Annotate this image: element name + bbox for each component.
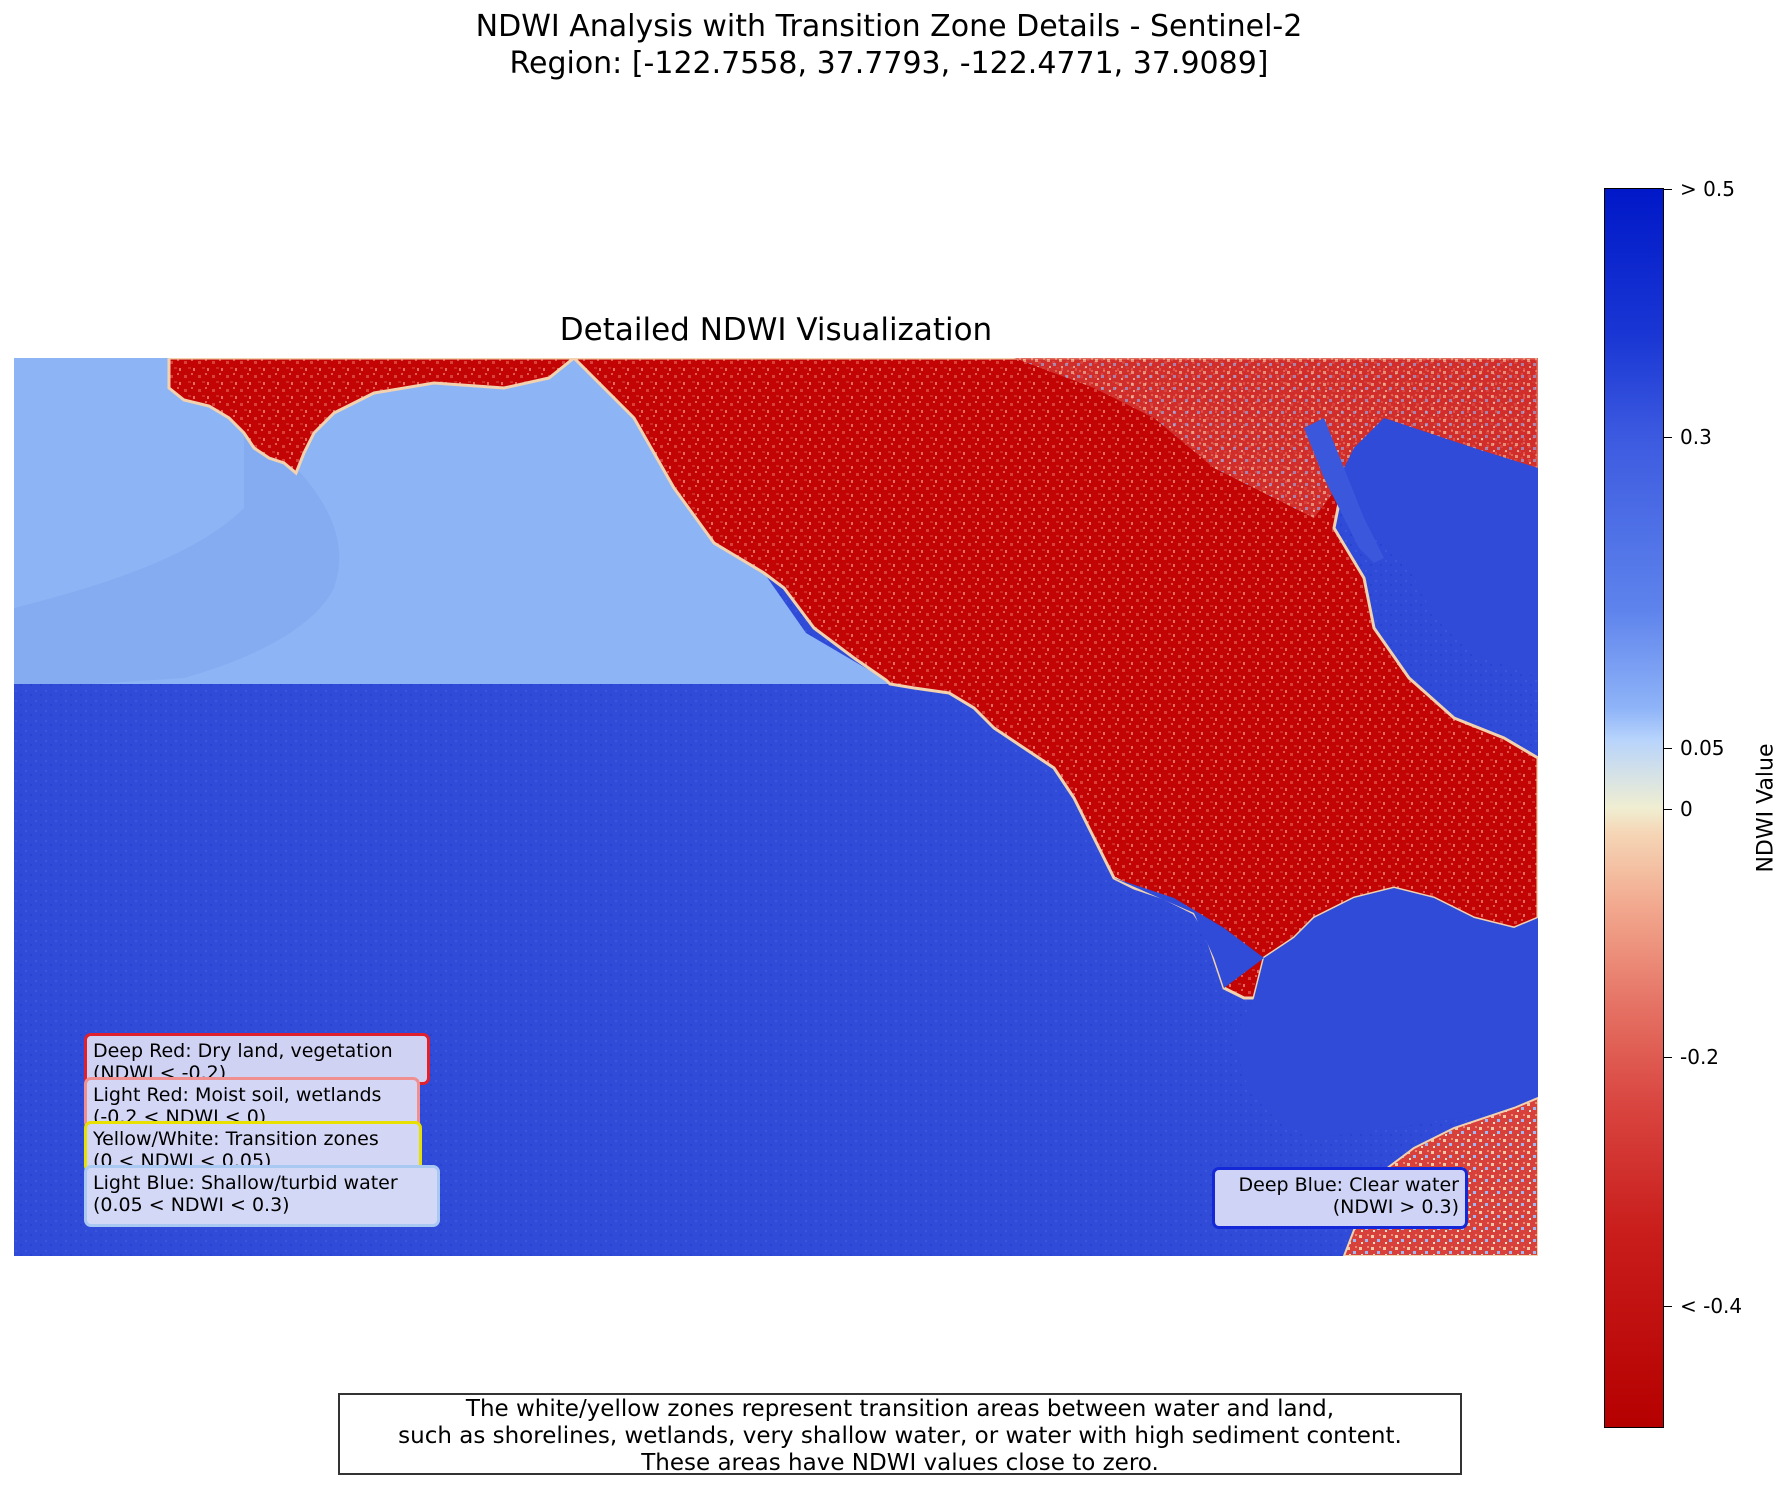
colorbar-gradient	[1605, 189, 1663, 1427]
legend-deep-blue: Deep Blue: Clear water (NDWI > 0.3)	[1212, 1167, 1468, 1229]
colorbar-tick	[1664, 748, 1672, 749]
suptitle-line-2: Region: [-122.7558, 37.7793, -122.4771, …	[509, 46, 1269, 81]
colorbar-tick	[1664, 1306, 1672, 1307]
note-line-3: These areas have NDWI values close to ze…	[641, 1450, 1159, 1476]
legend-deep-blue-line1: Deep Blue: Clear water	[1238, 1174, 1459, 1196]
legend-light-red-line1: Light Red: Moist soil, wetlands	[93, 1084, 382, 1106]
ndwi-map: Deep Red: Dry land, vegetation (NDWI < -…	[14, 358, 1538, 1256]
urban-area-north	[1014, 358, 1538, 518]
legend-yellow-line1: Yellow/White: Transition zones	[93, 1128, 379, 1150]
colorbar-tick	[1664, 437, 1672, 438]
landmass-main	[571, 358, 1538, 1000]
bay-northeast	[1334, 418, 1538, 678]
note-line-2: such as shorelines, wetlands, very shall…	[398, 1423, 1402, 1449]
colorbar-tick-label: 0	[1680, 797, 1693, 821]
colorbar-label: NDWI Value	[1753, 743, 1778, 873]
turbid-water-plume	[14, 418, 340, 684]
ndwi-colorbar	[1604, 188, 1664, 1428]
legend-light-blue-line2: (0.05 < NDWI < 0.3)	[93, 1194, 290, 1216]
map-title: Detailed NDWI Visualization	[559, 312, 993, 348]
colorbar-tick	[1664, 189, 1672, 190]
colorbar-tick-label: 0.3	[1680, 425, 1712, 449]
ndwi-raster	[14, 358, 1538, 1256]
inlet-channel	[1304, 418, 1384, 563]
legend-light-red: Light Red: Moist soil, wetlands (-0.2 < …	[84, 1077, 420, 1129]
legend-light-blue: Light Blue: Shallow/turbid water (0.05 <…	[84, 1165, 440, 1227]
legend-light-blue-line1: Light Blue: Shallow/turbid water	[93, 1172, 398, 1194]
colorbar-tick-label: > 0.5	[1680, 177, 1735, 201]
legend-deep-blue-line2: (NDWI > 0.3)	[1332, 1196, 1459, 1218]
suptitle-line-1: NDWI Analysis with Transition Zone Detai…	[475, 9, 1303, 44]
note-line-1: The white/yellow zones represent transit…	[465, 1396, 1335, 1422]
colorbar-tick	[1664, 809, 1672, 810]
bay-south	[1114, 878, 1538, 1138]
explanation-note: The white/yellow zones represent transit…	[338, 1393, 1462, 1476]
legend-deep-red-line1: Deep Red: Dry land, vegetation	[93, 1040, 393, 1062]
colorbar-tick-label: -0.2	[1680, 1045, 1720, 1069]
colorbar-tick	[1664, 1057, 1672, 1058]
landmass-northwest	[167, 358, 577, 476]
colorbar-tick-label: < -0.4	[1680, 1294, 1743, 1318]
colorbar-tick-label: 0.05	[1680, 736, 1725, 760]
figure-suptitle: NDWI Analysis with Transition Zone Detai…	[0, 8, 1778, 82]
